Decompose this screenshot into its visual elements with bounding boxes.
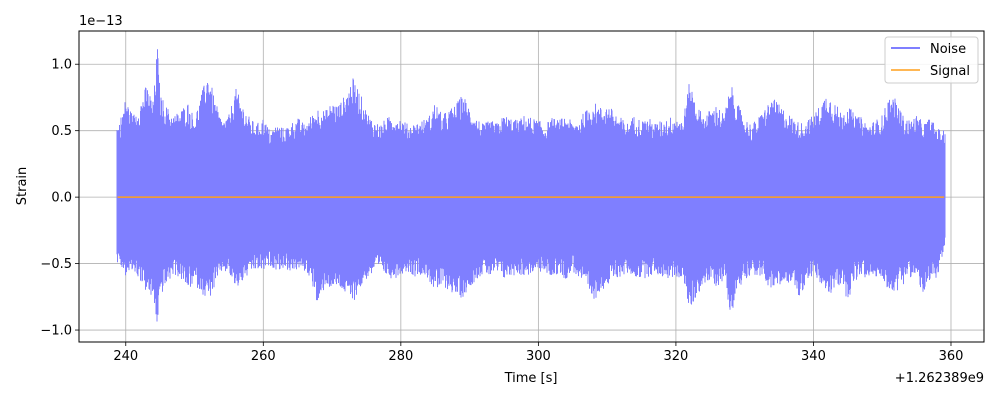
x-axis-label: Time [s] [504,371,558,386]
y-axis-label: Strain [15,167,30,206]
x-tick-label: 240 [113,349,138,364]
legend: Noise Signal [884,36,979,84]
y-tick-label: 0.5 [51,124,72,139]
x-tick-label: 360 [939,349,964,364]
x-offset-label: +1.262389e9 [895,371,984,386]
y-tick-label: −1.0 [40,324,72,339]
x-tick-label: 340 [801,349,826,364]
legend-noise-label: Noise [930,42,966,57]
x-tick-label: 260 [251,349,276,364]
y-tick-label: 0.0 [51,191,72,206]
x-axis-ticks: 240 260 280 300 320 340 360 [113,342,963,364]
noise-trace [116,49,946,322]
y-scale-label: 1e−13 [79,14,123,29]
x-tick-label: 280 [388,349,413,364]
noise-series [116,49,946,322]
y-tick-label: −0.5 [40,257,72,272]
y-tick-label: 1.0 [51,58,72,73]
y-axis-ticks: −1.0 −0.5 0.0 0.5 1.0 [40,58,79,339]
x-tick-label: 320 [664,349,689,364]
legend-signal-label: Signal [930,64,970,79]
x-tick-label: 300 [526,349,551,364]
plot-frame [78,30,985,343]
